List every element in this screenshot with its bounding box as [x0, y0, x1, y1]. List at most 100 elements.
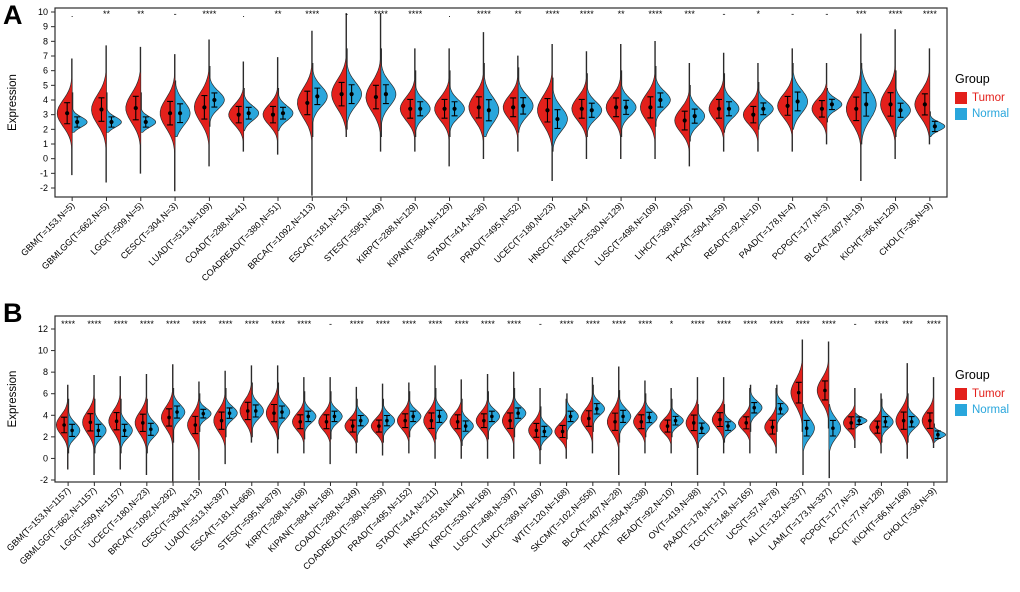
- mean-dot: [823, 388, 827, 393]
- mean-dot: [442, 106, 447, 111]
- significance-marker: ****: [245, 319, 260, 329]
- mean-dot: [928, 418, 932, 423]
- normal-color-swatch: [955, 404, 967, 416]
- significance-marker: ****: [769, 319, 784, 329]
- violin-tumor-half: [423, 365, 436, 459]
- violin-tumor-half: [571, 51, 588, 160]
- mean-dot: [909, 419, 914, 424]
- mean-dot: [99, 107, 104, 112]
- violin-normal-half: [826, 87, 843, 123]
- normal-color-swatch: [955, 108, 967, 120]
- significance-marker: ****: [580, 9, 595, 19]
- mean-dot: [246, 111, 251, 116]
- mean-dot: [133, 105, 138, 111]
- violin-tumor-half: [265, 365, 279, 454]
- mean-dot: [65, 111, 70, 116]
- violin-tumor-half: [55, 384, 69, 470]
- mean-dot: [88, 420, 93, 425]
- significance-marker: ****: [717, 319, 732, 329]
- mean-dot: [411, 414, 415, 419]
- mean-dot: [202, 105, 207, 110]
- mean-dot: [272, 411, 276, 415]
- violin-normal-half: [517, 67, 534, 133]
- violin-chart-panel-b: 12 10 8 6 4 2 0 -2 Expression **** GBM(T=153,N=115…: [0, 300, 1020, 592]
- mean-dot: [718, 417, 722, 422]
- y-tick-label: 6: [43, 66, 48, 76]
- mean-dot: [403, 418, 407, 423]
- mean-dot: [373, 94, 379, 100]
- tumor-color-swatch: [955, 388, 967, 400]
- mean-dot: [673, 418, 678, 423]
- violin-normal-half: [566, 393, 579, 440]
- mean-dot: [114, 419, 119, 424]
- legend-item-label: Tumor: [972, 92, 1005, 104]
- significance-marker: -: [791, 9, 794, 19]
- y-tick-label: -2: [40, 475, 48, 485]
- significance-marker: ****: [923, 9, 938, 19]
- legend-group-panel-b: Group Tumor Normal: [955, 368, 1019, 420]
- y-tick-label: 10: [38, 346, 48, 356]
- mean-dot: [922, 102, 927, 107]
- violin-tumor-half: [160, 364, 174, 482]
- violin-chart-panel-a: 10 9 8 7 6 5 4 3 2 1 0 -1 -2 Expression. GBM(T=153,N=5…: [7, 7, 948, 283]
- significance-marker: ****: [545, 9, 560, 19]
- violin-tumor-half: [159, 54, 176, 192]
- mean-dot: [193, 423, 198, 427]
- significance-marker: ***: [902, 319, 913, 329]
- mean-dot: [350, 424, 355, 428]
- violin-tumor-half: [674, 62, 691, 167]
- violin-normal-half: [461, 398, 474, 446]
- mean-dot: [408, 106, 413, 111]
- violin-tumor-half: [502, 55, 519, 152]
- mean-dot: [270, 112, 276, 117]
- mean-dot: [212, 97, 217, 103]
- mean-dot: [761, 106, 766, 111]
- mean-dot: [901, 418, 906, 423]
- legend-items: Tumor Normal: [955, 92, 1019, 120]
- violin-normal-half: [697, 404, 710, 448]
- violin-tumor-half: [449, 379, 462, 459]
- mean-dot: [482, 418, 486, 423]
- violin-tumor-half: [606, 366, 620, 475]
- mean-dot: [898, 108, 903, 113]
- significance-marker: ****: [638, 319, 653, 329]
- significance-marker: ****: [376, 319, 391, 329]
- panel-b-letter: B: [3, 298, 23, 328]
- violin-tumor-half: [708, 52, 725, 152]
- significance-marker: ****: [691, 319, 706, 329]
- mean-dot: [280, 410, 284, 414]
- y-tick-label: 3: [43, 110, 48, 120]
- significance-marker: -: [723, 9, 726, 19]
- mean-dot: [227, 411, 232, 415]
- mean-dot: [579, 106, 584, 111]
- mean-dot: [726, 424, 730, 428]
- mean-dot: [96, 428, 101, 433]
- x-axis-label: LIHC(T=369,N=50): [633, 200, 694, 261]
- mean-dot: [167, 415, 171, 420]
- mean-dot: [143, 119, 148, 125]
- plot-border: [54, 315, 948, 483]
- violin-normal-half: [243, 87, 260, 132]
- significance-marker: ****: [822, 319, 837, 329]
- significance-marker: ****: [874, 319, 889, 329]
- mean-dot: [177, 111, 183, 116]
- violin-plot-svg: 121086420-2Expression****GBM(T=153,N=115…: [5, 315, 948, 572]
- significance-marker: ****: [350, 319, 365, 329]
- mean-dot: [778, 407, 783, 411]
- violin-normal-half: [860, 62, 877, 145]
- mean-dot: [149, 427, 153, 432]
- significance-marker: ****: [202, 9, 217, 19]
- violin-tumor-half: [239, 365, 253, 443]
- mean-dot: [245, 409, 250, 413]
- mean-dot: [315, 94, 320, 99]
- y-tick-label: 2: [43, 432, 48, 442]
- mean-dot: [253, 409, 258, 413]
- violin-normal-half: [749, 384, 763, 432]
- x-axis-label: LUAD(T=513,N=109): [147, 200, 214, 267]
- violin-tumor-half: [685, 377, 699, 475]
- mean-dot: [339, 92, 344, 97]
- violin-normal-half: [277, 87, 294, 132]
- violin-tumor-half: [475, 373, 489, 459]
- violin-normal-half: [172, 387, 186, 443]
- significance-marker: ****: [408, 9, 423, 19]
